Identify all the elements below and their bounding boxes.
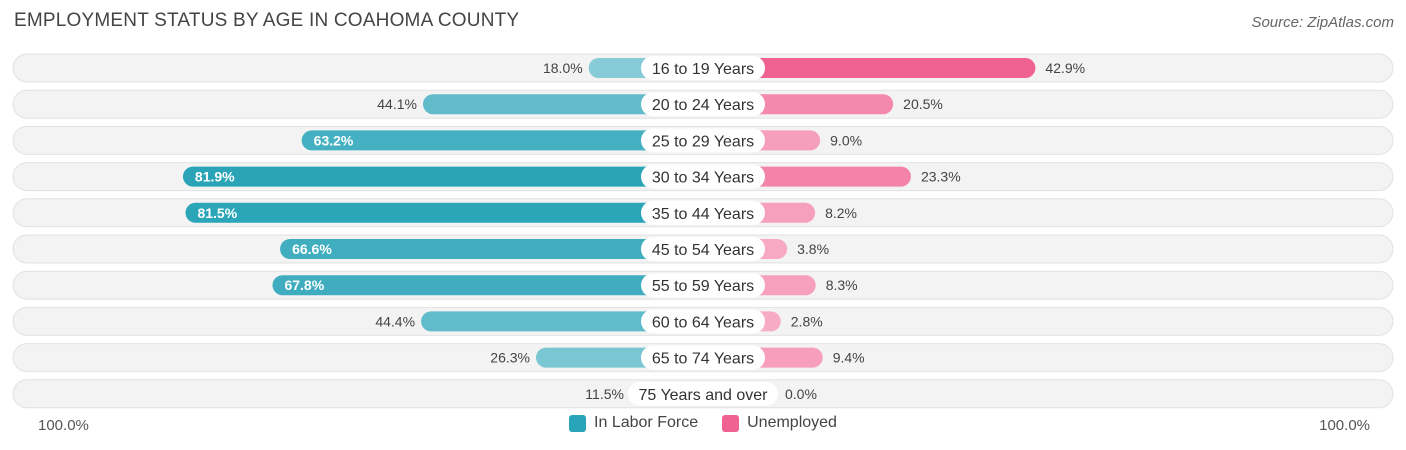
legend-item-labor-force: In Labor Force [569,414,698,432]
bar-labor-force [421,311,713,332]
category-label: 75 Years and over [639,387,769,404]
value-label-labor-force: 11.5% [585,386,624,402]
employment-chart: 16 to 19 Years 18.0% 42.9% 20 to 24 Years 44… [12,53,1394,409]
legend-label-labor-force: In Labor Force [594,414,699,431]
value-label-labor-force: 66.6% [292,241,332,257]
category-pill [641,200,765,225]
value-label-unemployed: 9.0% [830,132,862,148]
value-label-labor-force: 63.2% [314,132,354,148]
bar-labor-force [280,239,713,259]
value-label-labor-force: 44.4% [375,313,415,329]
value-label-labor-force: 81.5% [197,205,237,221]
category-label: 35 to 44 Years [652,206,754,223]
category-pill [641,345,765,370]
category-label: 45 to 54 Years [652,242,754,259]
value-label-unemployed: 0.0% [785,386,817,402]
bar-unemployed [693,58,1036,78]
bar-labor-force [301,130,713,151]
legend-swatch-labor-force [569,414,587,432]
category-label: 30 to 34 Years [652,170,754,187]
axis-right-label: 100.0% [1319,417,1370,434]
legend: In Labor Force Unemployed [0,414,1406,432]
axis-left-label: 100.0% [38,417,89,434]
legend-swatch-unemployed [722,414,740,432]
chart-title: EMPLOYMENT STATUS BY AGE IN COAHOMA COUN… [14,10,520,31]
category-pill [628,381,778,406]
bar-labor-force [182,166,713,187]
category-label: 55 to 59 Years [652,278,754,295]
source-credit: Source: ZipAtlas.com [1251,14,1394,31]
value-label-unemployed: 8.2% [825,205,857,221]
value-label-unemployed: 23.3% [921,169,961,185]
category-label: 20 to 24 Years [652,97,754,114]
value-label-labor-force: 81.9% [195,169,235,185]
value-label-unemployed: 20.5% [903,96,943,112]
value-label-labor-force: 26.3% [490,350,530,366]
value-label-unemployed: 9.4% [833,350,865,366]
bar-labor-force [272,275,713,296]
legend-label-unemployed: Unemployed [747,414,837,431]
category-pill [641,309,765,334]
category-label: 25 to 29 Years [652,133,754,150]
value-label-unemployed: 2.8% [791,313,823,329]
legend-item-unemployed: Unemployed [722,414,837,432]
category-pill [641,164,765,189]
category-pill [641,237,765,261]
value-label-unemployed: 3.8% [797,241,829,257]
value-label-labor-force: 18.0% [543,60,583,76]
value-label-unemployed: 42.9% [1045,60,1085,76]
category-pill [641,273,765,298]
bar-labor-force [422,94,713,115]
category-pill [641,92,765,117]
value-label-labor-force: 67.8% [284,277,324,293]
category-label: 16 to 19 Years [652,61,754,78]
category-pill [641,128,765,153]
bar-labor-force [185,202,714,223]
value-label-labor-force: 44.1% [377,96,417,112]
category-pill [641,56,765,80]
category-label: 60 to 64 Years [652,314,754,331]
value-label-unemployed: 8.3% [826,277,858,293]
category-label: 65 to 74 Years [652,351,754,368]
